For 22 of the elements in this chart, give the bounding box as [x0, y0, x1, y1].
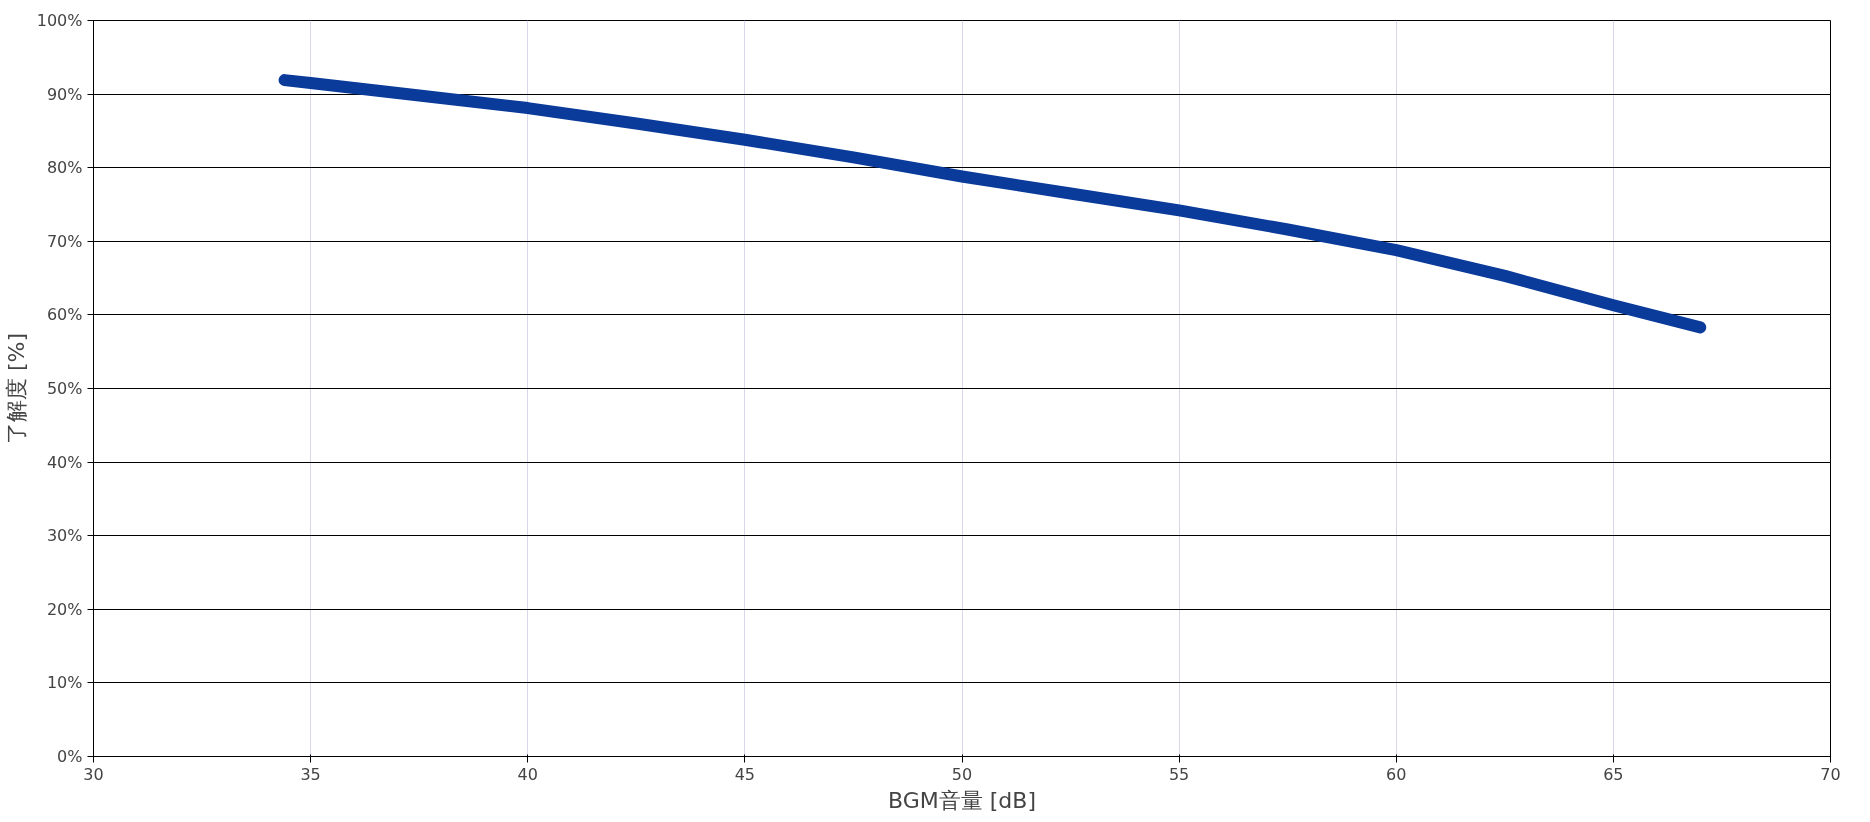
y-tick-label: 90%	[46, 84, 83, 104]
y-tick-label: 50%	[46, 379, 83, 398]
x-tick-label: 70	[1820, 764, 1841, 784]
y-tick-label: 10%	[46, 673, 83, 693]
y-tick-label: 80%	[46, 158, 83, 178]
y-tick-label: 0%	[57, 747, 83, 766]
x-tick-label: 55	[1168, 764, 1190, 784]
x-tick-label: 30	[83, 764, 104, 784]
y-tick-label: 70%	[46, 231, 83, 251]
x-tick-label: 35	[300, 764, 321, 784]
x-tick-label: 50	[951, 764, 973, 784]
y-tick-label: 100%	[36, 11, 83, 30]
x-axis-title: BGM音量 [dB]	[888, 787, 1036, 813]
y-axis-title: 了解度 [%]	[3, 332, 29, 445]
y-tick-label: 20%	[46, 599, 83, 619]
x-tick-label: 65	[1603, 764, 1624, 784]
y-tick-label: 60%	[46, 305, 83, 325]
x-tick-label: 40	[517, 764, 538, 784]
y-tick-label: 40%	[46, 452, 83, 472]
y-tick-label: 30%	[46, 526, 83, 546]
x-tick-label: 60	[1386, 764, 1407, 784]
x-tick-label: 45	[734, 764, 756, 784]
